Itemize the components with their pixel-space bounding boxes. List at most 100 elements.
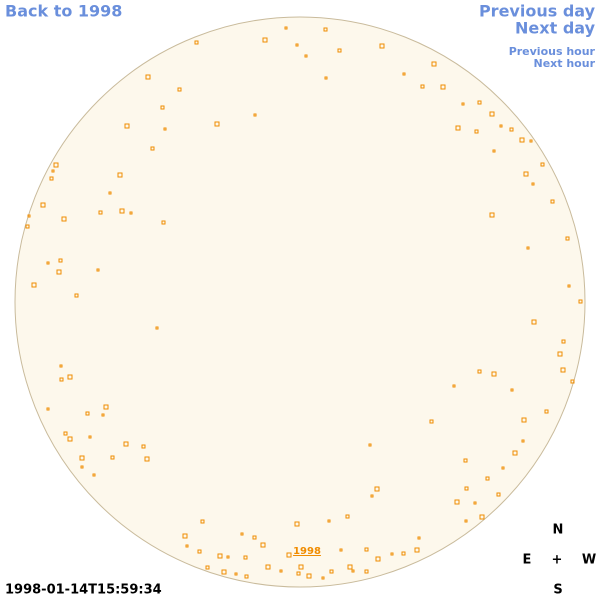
feature-spot — [491, 371, 497, 377]
feature-spot — [194, 40, 199, 45]
feature-spot — [496, 492, 501, 497]
feature-spot — [46, 261, 50, 265]
feature-spot — [401, 551, 406, 556]
feature-spot — [565, 236, 570, 241]
feature-spot — [417, 536, 421, 540]
feature-spot — [402, 72, 406, 76]
feature-spot — [161, 220, 166, 225]
previous-day-link[interactable]: Previous day — [479, 2, 596, 21]
feature-spot — [108, 191, 112, 195]
feature-spot — [56, 269, 62, 275]
feature-spot — [414, 547, 420, 553]
feature-spot — [253, 113, 257, 117]
feature-spot — [294, 521, 300, 527]
feature-spot — [420, 84, 425, 89]
feature-spot — [260, 542, 266, 548]
feature-spot — [464, 519, 468, 523]
feature-spot — [123, 441, 129, 447]
feature-spot — [182, 533, 188, 539]
feature-spot — [92, 473, 96, 477]
next-day-link[interactable]: Next day — [515, 19, 596, 38]
feature-spot — [279, 569, 283, 573]
feature-spot — [129, 211, 133, 215]
feature-spot — [477, 369, 482, 374]
feature-spot — [155, 326, 159, 330]
feature-spot — [473, 501, 477, 505]
feature-spot — [578, 299, 583, 304]
feature-spot — [463, 458, 468, 463]
feature-spot — [440, 84, 446, 90]
feature-spot — [375, 556, 381, 562]
feature-spot — [561, 339, 566, 344]
feature-spot — [49, 176, 54, 181]
feature-spot — [324, 76, 328, 80]
feature-spot — [485, 476, 490, 481]
feature-spot — [489, 212, 495, 218]
feature-spot — [474, 129, 479, 134]
feature-spot — [550, 199, 555, 204]
feature-spot — [85, 411, 90, 416]
feature-spot — [374, 486, 380, 492]
feature-spot — [379, 43, 385, 49]
feature-spot — [79, 455, 85, 461]
feature-spot — [560, 367, 566, 373]
feature-spot — [96, 268, 100, 272]
feature-spot — [510, 388, 514, 392]
feature-spot — [364, 569, 369, 574]
feature-spot — [58, 258, 63, 263]
feature-spot — [110, 455, 115, 460]
solar-disk — [14, 16, 586, 588]
feature-spot — [431, 61, 437, 67]
feature-spot — [163, 127, 167, 131]
previous-hour-link[interactable]: Previous hour — [509, 45, 596, 58]
feature-spot — [243, 555, 248, 560]
feature-spot — [98, 210, 103, 215]
feature-spot — [370, 494, 374, 498]
feature-spot — [298, 564, 304, 570]
feature-spot — [80, 465, 84, 469]
feature-spot — [295, 43, 299, 47]
feature-spot — [262, 37, 268, 43]
feature-spot — [509, 127, 514, 132]
feature-spot — [368, 443, 372, 447]
feature-spot — [321, 576, 325, 580]
timestamp: 1998-01-14T15:59:34 — [5, 583, 162, 598]
feature-spot — [521, 417, 527, 423]
feature-spot — [477, 100, 482, 105]
feature-spot — [101, 413, 105, 417]
feature-spot — [252, 535, 257, 540]
feature-spot — [526, 246, 530, 250]
feature-spot — [177, 87, 182, 92]
feature-spot — [51, 169, 55, 173]
next-hour-link[interactable]: Next hour — [534, 57, 596, 70]
feature-spot — [117, 172, 123, 178]
feature-spot — [544, 409, 549, 414]
feature-spot — [501, 466, 505, 470]
feature-spot — [240, 532, 244, 536]
feature-spot — [512, 450, 518, 456]
feature-spot — [339, 548, 343, 552]
feature-spot — [144, 456, 150, 462]
feature-spot — [103, 404, 109, 410]
feature-spot — [567, 284, 571, 288]
feature-spot — [452, 384, 456, 388]
feature-spot — [150, 146, 155, 151]
feature-spot — [214, 121, 220, 127]
compass-north: N — [553, 523, 564, 538]
feature-spot — [226, 555, 230, 559]
feature-spot — [200, 519, 205, 524]
year-link[interactable]: 1998 — [293, 546, 321, 557]
feature-spot — [25, 224, 30, 229]
feature-spot — [429, 419, 434, 424]
feature-spot — [244, 574, 249, 579]
back-link[interactable]: Back to 1998 — [5, 2, 122, 21]
feature-spot — [217, 553, 223, 559]
feature-spot — [59, 364, 63, 368]
feature-spot — [46, 407, 50, 411]
feature-spot — [489, 111, 495, 117]
feature-spot — [284, 26, 288, 30]
feature-spot — [499, 124, 503, 128]
feature-spot — [529, 139, 533, 143]
compass-east: E — [523, 553, 532, 568]
